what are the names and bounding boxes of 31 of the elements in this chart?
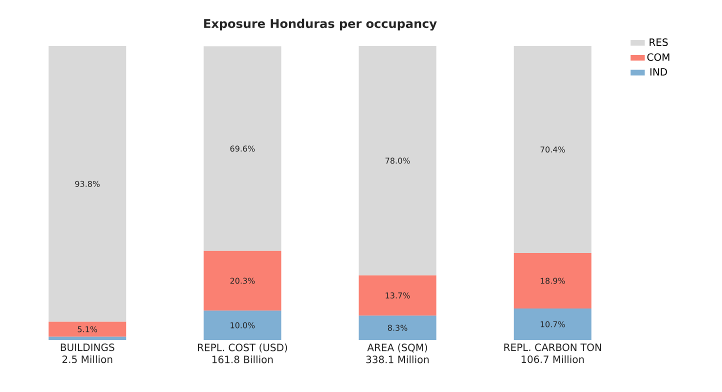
bar (48, 322, 126, 337)
legend-label: COM (647, 53, 670, 61)
x-tick-label: BUILDINGS 2.5 Million (60, 344, 114, 364)
data-label: 69.6% (230, 146, 255, 152)
x-tick-label: REPL. CARBON TON 106.7 Million (504, 344, 601, 364)
bar (514, 252, 592, 309)
bar (358, 46, 436, 276)
bar (514, 46, 592, 253)
data-label: 70.4% (540, 146, 565, 153)
data-label: 78.0% (385, 158, 410, 164)
data-label: 13.7% (386, 292, 410, 298)
data-label: 10.7% (540, 321, 565, 328)
bar (204, 250, 282, 311)
x-tick-label: REPL. COST (USD) 161.8 Billion (198, 344, 288, 364)
data-label: 20.3% (230, 278, 255, 284)
bar (204, 310, 282, 340)
bar (358, 275, 436, 316)
legend-label: RES (650, 38, 668, 46)
data-label: 8.3% (388, 324, 408, 331)
bar (514, 308, 592, 340)
data-label: 93.8% (75, 180, 100, 187)
bar (204, 46, 282, 251)
bar (48, 336, 126, 340)
x-tick-label: AREA (SQM) 338.1 Million (366, 344, 429, 364)
data-label: 10.0% (230, 322, 255, 328)
chart-title: Exposure Honduras per occupancy (204, 18, 437, 30)
bar (358, 316, 436, 340)
data-label: 18.9% (540, 278, 565, 284)
bar (48, 46, 126, 322)
data-label: 5.1% (78, 326, 98, 332)
legend-label: IND (650, 68, 667, 76)
